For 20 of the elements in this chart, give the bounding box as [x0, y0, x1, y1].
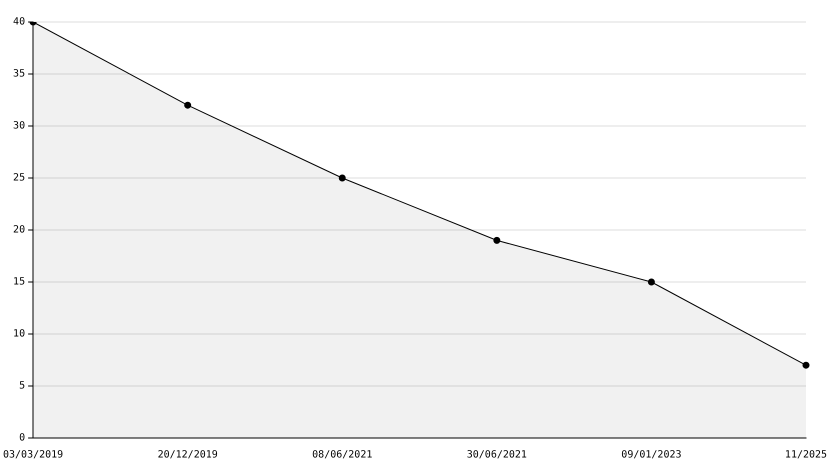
- x-tick-label: 11/2025: [784, 450, 828, 461]
- point: [802, 362, 810, 369]
- point: [493, 236, 500, 244]
- y-tick-label: 20: [13, 224, 26, 236]
- point: [184, 102, 192, 109]
- x-tick-label: 08/06/2021: [312, 450, 372, 461]
- y-tick-label: 5: [19, 380, 26, 392]
- point: [648, 278, 655, 286]
- y-tick-label: 25: [13, 172, 26, 184]
- x-tick-label: 20/12/2019: [158, 450, 218, 461]
- point: [338, 174, 346, 182]
- y-tick-label: 30: [13, 120, 26, 132]
- y-tick-label: 15: [13, 276, 26, 288]
- y-tick-label: 0: [19, 432, 26, 444]
- y-tick-label: 35: [13, 68, 26, 80]
- x-tick-label: 30/06/2021: [466, 450, 527, 461]
- y-tick-label: 40: [13, 16, 26, 28]
- x-tick-label: 03/03/2019: [2, 450, 64, 461]
- y-tick-label: 10: [13, 328, 26, 340]
- x-tick-label: 09/01/2023: [621, 450, 682, 461]
